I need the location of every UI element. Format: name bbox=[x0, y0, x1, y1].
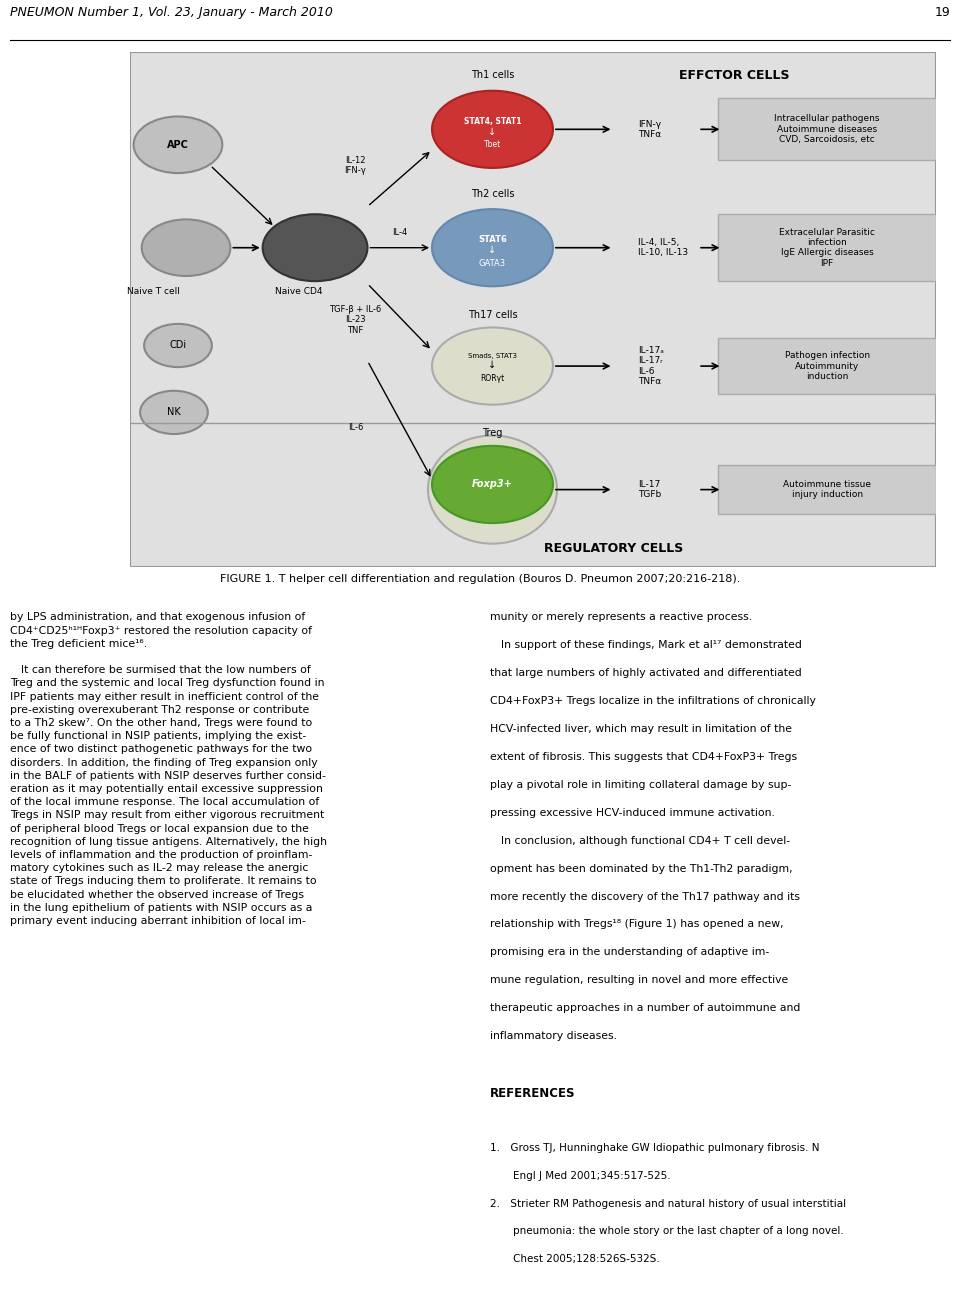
Text: Autoimmune tissue
injury induction: Autoimmune tissue injury induction bbox=[783, 480, 871, 499]
Text: Th2 cells: Th2 cells bbox=[470, 189, 515, 198]
Text: REFERENCES: REFERENCES bbox=[490, 1087, 575, 1100]
Text: Chest 2005;128:526S-532S.: Chest 2005;128:526S-532S. bbox=[513, 1255, 660, 1264]
Circle shape bbox=[432, 208, 553, 287]
FancyBboxPatch shape bbox=[718, 214, 936, 281]
Circle shape bbox=[140, 391, 207, 434]
Ellipse shape bbox=[428, 435, 557, 543]
Text: IL-12
IFN-γ: IL-12 IFN-γ bbox=[345, 155, 367, 175]
Text: promising era in the understanding of adaptive im-: promising era in the understanding of ad… bbox=[490, 947, 769, 958]
Text: ↓: ↓ bbox=[489, 360, 496, 370]
Text: Naive CD4: Naive CD4 bbox=[276, 287, 323, 296]
Text: IL-4: IL-4 bbox=[392, 228, 407, 237]
Text: IL-17
TGFb: IL-17 TGFb bbox=[637, 480, 660, 499]
Text: more recently the discovery of the Th17 pathway and its: more recently the discovery of the Th17 … bbox=[490, 891, 800, 902]
FancyBboxPatch shape bbox=[718, 465, 936, 515]
Text: IL-4, IL-5,
IL-10, IL-13: IL-4, IL-5, IL-10, IL-13 bbox=[637, 238, 687, 258]
Text: Smads, STAT3: Smads, STAT3 bbox=[468, 353, 517, 358]
Circle shape bbox=[142, 219, 230, 276]
Text: opment has been dominated by the Th1-Th2 paradigm,: opment has been dominated by the Th1-Th2… bbox=[490, 864, 792, 873]
Text: TGF-β + IL-6
IL-23
TNF: TGF-β + IL-6 IL-23 TNF bbox=[329, 305, 381, 335]
Circle shape bbox=[432, 446, 553, 523]
Text: pressing excessive HCV-induced immune activation.: pressing excessive HCV-induced immune ac… bbox=[490, 808, 775, 818]
Text: IL-17ₐ
IL-17ᵣ
IL-6
TNFα: IL-17ₐ IL-17ᵣ IL-6 TNFα bbox=[637, 347, 663, 386]
Text: Treg: Treg bbox=[482, 427, 503, 438]
Circle shape bbox=[133, 116, 223, 173]
Text: Extracelular Parasitic
infection
IgE Allergic diseases
IPF: Extracelular Parasitic infection IgE All… bbox=[780, 228, 876, 268]
Text: EFFCTOR CELLS: EFFCTOR CELLS bbox=[679, 69, 790, 82]
Text: CD4+FoxP3+ Tregs localize in the infiltrations of chronically: CD4+FoxP3+ Tregs localize in the infiltr… bbox=[490, 696, 815, 706]
Circle shape bbox=[432, 327, 553, 405]
Text: HCV-infected liver, which may result in limitation of the: HCV-infected liver, which may result in … bbox=[490, 724, 792, 734]
Text: CDi: CDi bbox=[169, 340, 186, 351]
Text: relationship with Tregs¹⁸ (Figure 1) has opened a new,: relationship with Tregs¹⁸ (Figure 1) has… bbox=[490, 920, 783, 929]
Text: inflammatory diseases.: inflammatory diseases. bbox=[490, 1031, 616, 1041]
Text: GATA3: GATA3 bbox=[479, 258, 506, 267]
FancyBboxPatch shape bbox=[718, 99, 936, 160]
Text: STAT6: STAT6 bbox=[478, 236, 507, 245]
Text: play a pivotal role in limiting collateral damage by sup-: play a pivotal role in limiting collater… bbox=[490, 780, 791, 790]
Text: RORγt: RORγt bbox=[480, 374, 505, 383]
Text: Tbet: Tbet bbox=[484, 141, 501, 150]
Text: Th1 cells: Th1 cells bbox=[470, 70, 515, 81]
Text: munity or merely represents a reactive process.: munity or merely represents a reactive p… bbox=[490, 612, 752, 623]
Text: APC: APC bbox=[167, 139, 189, 150]
Text: IFN-γ
TNFα: IFN-γ TNFα bbox=[637, 120, 660, 139]
Text: In conclusion, although functional CD4+ T cell devel-: In conclusion, although functional CD4+ … bbox=[490, 835, 790, 846]
Text: In support of these findings, Mark et al¹⁷ demonstrated: In support of these findings, Mark et al… bbox=[490, 640, 802, 650]
Text: ↓: ↓ bbox=[489, 126, 496, 137]
Circle shape bbox=[144, 324, 212, 367]
Text: IL-6: IL-6 bbox=[348, 423, 363, 433]
Text: mune regulation, resulting in novel and more effective: mune regulation, resulting in novel and … bbox=[490, 975, 788, 985]
Circle shape bbox=[263, 214, 368, 281]
Text: 1. Gross TJ, Hunninghake GW Idiopathic pulmonary fibrosis. N: 1. Gross TJ, Hunninghake GW Idiopathic p… bbox=[490, 1143, 819, 1153]
Text: therapeutic approaches in a number of autoimmune and: therapeutic approaches in a number of au… bbox=[490, 1003, 800, 1014]
Text: Intracellular pathogens
Autoimmune diseases
CVD, Sarcoidosis, etc: Intracellular pathogens Autoimmune disea… bbox=[775, 115, 880, 145]
Text: extent of fibrosis. This suggests that CD4+FoxP3+ Tregs: extent of fibrosis. This suggests that C… bbox=[490, 752, 797, 762]
FancyBboxPatch shape bbox=[130, 52, 936, 567]
Text: REGULATORY CELLS: REGULATORY CELLS bbox=[543, 542, 684, 555]
Text: PNEUMON Number 1, Vol. 23, January - March 2010: PNEUMON Number 1, Vol. 23, January - Mar… bbox=[10, 7, 332, 20]
Text: STAT4, STAT1: STAT4, STAT1 bbox=[464, 117, 521, 126]
Text: 2. Strieter RM Pathogenesis and natural history of usual interstitial: 2. Strieter RM Pathogenesis and natural … bbox=[490, 1199, 846, 1208]
Text: Pathogen infection
Autoimmunity
induction: Pathogen infection Autoimmunity inductio… bbox=[784, 352, 870, 380]
Text: that large numbers of highly activated and differentiated: that large numbers of highly activated a… bbox=[490, 668, 802, 679]
Text: by LPS administration, and that exogenous infusion of
CD4⁺CD25ʰ¹ᴴFoxp3⁺ restored: by LPS administration, and that exogenou… bbox=[10, 612, 326, 926]
Text: NK: NK bbox=[167, 408, 180, 417]
Text: Th17 cells: Th17 cells bbox=[468, 310, 517, 319]
Circle shape bbox=[432, 91, 553, 168]
Text: 19: 19 bbox=[935, 7, 950, 20]
Text: Foxp3+: Foxp3+ bbox=[472, 480, 513, 490]
Text: Engl J Med 2001;345:517-525.: Engl J Med 2001;345:517-525. bbox=[513, 1170, 670, 1181]
Text: Naive T cell: Naive T cell bbox=[128, 287, 180, 296]
Text: pneumonia: the whole story or the last chapter of a long novel.: pneumonia: the whole story or the last c… bbox=[513, 1226, 844, 1237]
FancyBboxPatch shape bbox=[718, 337, 936, 395]
Text: ↓: ↓ bbox=[489, 245, 496, 255]
Text: FIGURE 1. T helper cell differentiation and regulation (Bouros D. Pneumon 2007;2: FIGURE 1. T helper cell differentiation … bbox=[220, 573, 740, 584]
